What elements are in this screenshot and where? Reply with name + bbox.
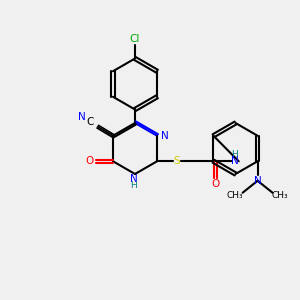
Text: N: N xyxy=(231,156,239,166)
Text: S: S xyxy=(174,156,181,166)
Text: H: H xyxy=(130,181,137,190)
Text: O: O xyxy=(86,156,94,166)
Text: N: N xyxy=(130,174,137,184)
Text: N: N xyxy=(161,131,168,141)
Text: CH₃: CH₃ xyxy=(227,191,243,200)
Text: Cl: Cl xyxy=(130,34,140,44)
Text: CH₃: CH₃ xyxy=(272,191,288,200)
Text: N: N xyxy=(254,176,262,186)
Text: H: H xyxy=(231,150,238,159)
Text: C: C xyxy=(87,117,94,127)
Text: N: N xyxy=(78,112,86,122)
Text: O: O xyxy=(212,179,220,189)
